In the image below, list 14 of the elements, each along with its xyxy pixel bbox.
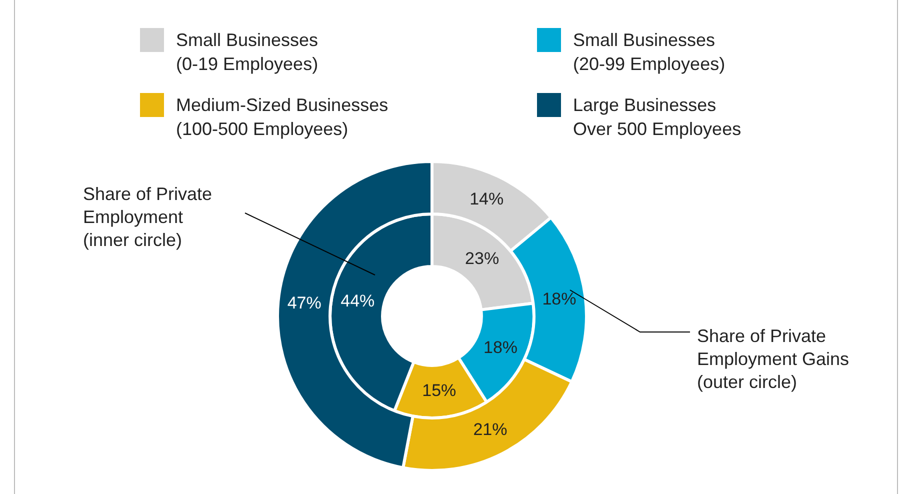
text: Share of Private Employment Gains (outer circle) — [697, 325, 850, 394]
data-label: 18% — [483, 338, 518, 357]
legend-label: Medium-Sized Businesses (100-500 Employees) — [176, 94, 388, 141]
data-label: 23% — [465, 248, 500, 268]
legend-label: Large Businesses Over 500 Employees — [573, 94, 742, 141]
data-label: 18% — [542, 290, 576, 309]
data-label: 21% — [473, 420, 508, 439]
data-label: 47% — [287, 294, 322, 313]
data-label: 44% — [340, 292, 375, 310]
legend-label: Small Businesses (0-19 Employees) — [176, 29, 318, 76]
data-label: 15% — [422, 381, 456, 400]
data-label: 14% — [470, 190, 504, 209]
text: Share of Private Employment (inner circle) — [83, 183, 212, 252]
legend-label: Small Businesses (20-99 Employees) — [573, 29, 726, 76]
